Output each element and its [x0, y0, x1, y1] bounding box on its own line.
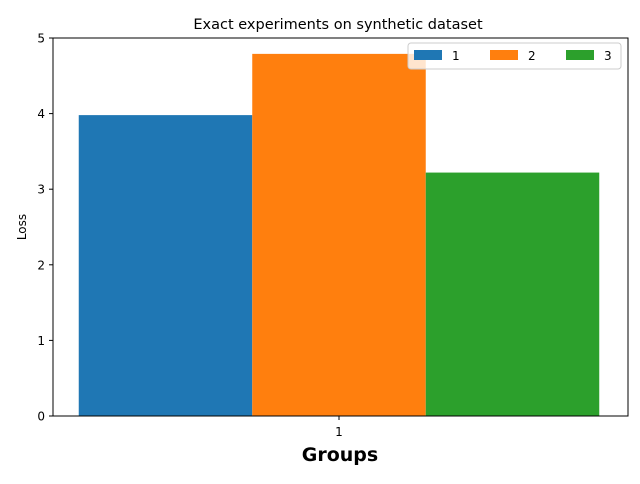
- bar-series-3: [425, 172, 600, 416]
- x-axis-label: Groups: [302, 444, 378, 466]
- chart-title: Exact experiments on synthetic dataset: [193, 17, 483, 33]
- legend-items: 1 2 3: [414, 49, 612, 63]
- plot-frame: [52, 37, 629, 417]
- bar-series-2: [252, 53, 426, 416]
- y-axis-ticks: 0 1 2 3 4 5: [37, 32, 53, 424]
- bars-layer: [78, 53, 600, 416]
- legend-label-2: 2: [528, 49, 536, 63]
- legend-swatch-2: [490, 50, 518, 60]
- y-tick-label: 4: [37, 107, 45, 121]
- y-tick-label: 1: [37, 334, 45, 348]
- legend-swatch-3: [566, 50, 594, 60]
- y-tick-label: 3: [37, 183, 45, 197]
- legend-label-1: 1: [452, 49, 460, 63]
- legend-label-3: 3: [604, 49, 612, 63]
- legend: 1 2 3: [407, 42, 622, 70]
- x-tick-label: 1: [335, 425, 343, 439]
- y-tick-label: 2: [37, 258, 45, 272]
- x-axis-ticks: 1: [335, 416, 343, 439]
- y-tick-label: 5: [37, 32, 45, 46]
- y-axis-label: Loss: [15, 214, 29, 240]
- bar-series-1: [78, 115, 253, 416]
- y-tick-label: 0: [37, 410, 45, 424]
- legend-swatch-1: [414, 50, 442, 60]
